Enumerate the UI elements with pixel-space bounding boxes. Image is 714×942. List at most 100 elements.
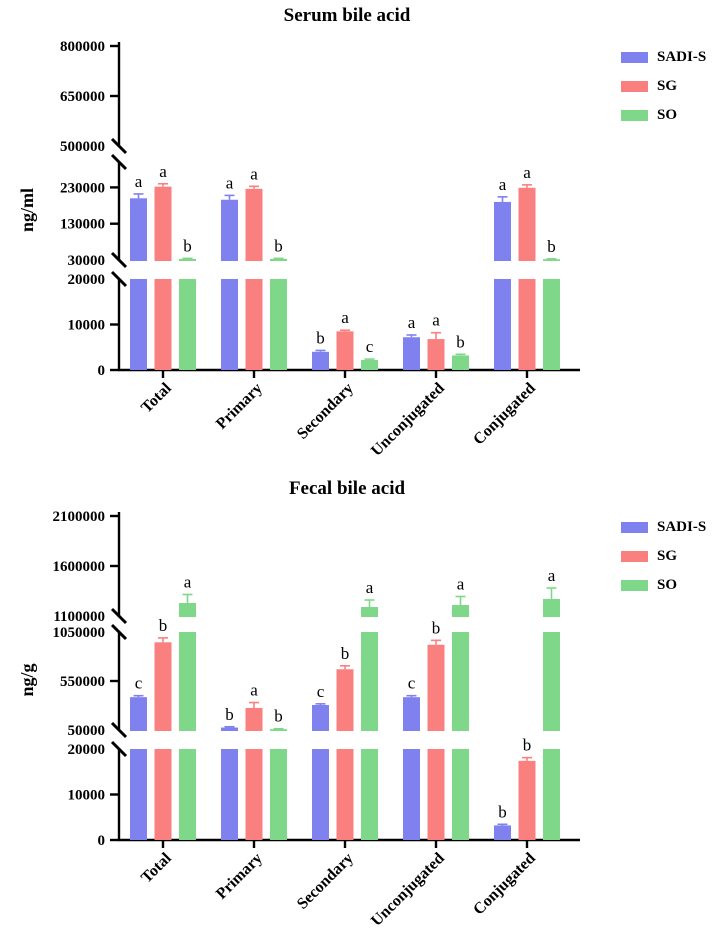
bar-SO-Unconjugated [452, 749, 469, 840]
bar-SADI-S-Unconjugated [403, 697, 420, 731]
bar-SADI-S-Unconjugated [403, 337, 420, 370]
bar-SADI-S-Total [130, 749, 147, 840]
significance-letter: a [341, 308, 349, 327]
axis-break-slash [110, 270, 128, 288]
bar-SO-Conjugated [543, 632, 560, 731]
bar-SADI-S-Primary [221, 199, 238, 261]
legend-label-so: SO [657, 107, 678, 123]
significance-letter: b [159, 616, 168, 635]
legend-item-sg: SG [621, 79, 706, 94]
x-category-label: Conjugated [470, 850, 539, 919]
significance-letter: a [366, 578, 374, 597]
bar-SADI-S-Secondary [312, 351, 329, 370]
significance-letter: b [274, 236, 283, 255]
y-tick-label: 2100000 [53, 509, 106, 525]
significance-letter: b [341, 644, 350, 663]
legend-item-sadi-s: SADI-S [621, 49, 707, 65]
bar-SG-Secondary [336, 331, 354, 370]
bar-SG-Total [154, 642, 172, 731]
serum-bile-acid-chart: Serum bile acid ng/ml 800000 650000 500000… [0, 0, 714, 470]
legend-label-sadi-s: SADI-S [657, 49, 707, 65]
significance-letter: a [159, 162, 167, 181]
bar-SADI-S-Primary [221, 749, 238, 840]
bar-SO-Primary [270, 279, 287, 370]
x-category-label: Unconjugated [368, 850, 448, 930]
significance-letter: a [432, 311, 440, 330]
bar-SG-Conjugated [518, 760, 536, 840]
fecal-bile-acid-chart: Fecal bile acid ng/g 2100000 1600000 11000… [0, 470, 714, 942]
significance-letter: c [408, 674, 416, 693]
y-tick-label: 10000 [68, 318, 106, 334]
significance-letter: c [366, 337, 374, 356]
significance-letter: a [523, 163, 531, 182]
significance-letter: c [135, 674, 143, 693]
bar-SO-Total [179, 749, 196, 840]
x-category-label: Secondary [294, 380, 357, 443]
y-tick-label: 20000 [68, 742, 106, 758]
significance-letter: b [547, 237, 556, 256]
bar-SG-Total [154, 186, 172, 261]
legend-item-so: SO [621, 107, 706, 123]
legend-swatch-sadi-s [621, 522, 648, 533]
y-tick-label: 50000 [68, 723, 106, 739]
bar-SO-Secondary [361, 359, 378, 370]
bar-SADI-S-Secondary [312, 705, 329, 731]
legend-item-sg: SG [621, 548, 706, 564]
legend-item-sadi-s: SADI-S [621, 519, 707, 535]
significance-letter: a [548, 566, 556, 585]
y-tick-label: 800000 [60, 39, 105, 55]
bar-SO-Primary [270, 749, 287, 840]
bar-SO-Total [179, 279, 196, 370]
bar-SADI-S-Total [130, 279, 147, 370]
legend-item-so: SO [621, 578, 706, 593]
y-tick-label: 1100000 [53, 609, 105, 625]
significance-letter: a [184, 573, 192, 592]
bar-SG-Secondary [336, 669, 354, 731]
bar-SADI-S-Total [130, 198, 147, 261]
bar-SADI-S-Primary [221, 279, 238, 370]
axis-break-slash [110, 153, 128, 171]
axis-break-slash [110, 721, 128, 739]
y-tick-label: 30000 [68, 253, 106, 269]
y-tick-label: 20000 [68, 272, 106, 288]
bar-SO-Conjugated [543, 259, 560, 261]
bar-SG-Primary [245, 749, 263, 840]
legend-swatch-sg [621, 81, 648, 92]
y-tick-label: 550000 [60, 674, 105, 690]
y-tick-label: 230000 [60, 180, 105, 196]
legend-label-sg: SG [657, 548, 678, 564]
significance-letter: b [432, 618, 441, 637]
significance-letter: b [225, 705, 234, 724]
bar-SO-Conjugated [543, 749, 560, 840]
significance-letter: b [183, 236, 192, 255]
chart-title: Serum bile acid [283, 5, 411, 26]
bar-SG-Secondary [336, 749, 354, 840]
legend-swatch-sadi-s [621, 52, 648, 63]
significance-letter: a [250, 681, 258, 700]
legend-label-sadi-s: SADI-S [657, 519, 707, 535]
y-tick-label: 0 [98, 833, 106, 849]
bar-SO-Secondary [361, 607, 378, 617]
bar-SG-Unconjugated [427, 339, 445, 370]
axis-break-slash [110, 137, 128, 155]
significance-letter: a [135, 172, 143, 191]
significance-letter: a [226, 173, 234, 192]
y-tick-label: 650000 [60, 89, 105, 105]
bar-SO-Secondary [361, 749, 378, 840]
x-category-label: Secondary [294, 850, 357, 913]
bar-SG-Conjugated [518, 187, 536, 261]
x-category-label: Unconjugated [368, 380, 448, 460]
bar-SO-Total [179, 632, 196, 731]
x-category-label: Total [138, 849, 175, 886]
serum-plot-area: 800000 650000 500000 230000 130000 30000 20000… [60, 39, 580, 460]
bar-SO-Primary [270, 729, 287, 731]
legend-swatch-so [621, 580, 648, 591]
legend: SADI-S SG SO [621, 49, 707, 138]
bar-SO-Total [179, 603, 196, 617]
bar-SG-Total [154, 279, 172, 370]
significance-letter: a [250, 164, 258, 183]
significance-letter: a [457, 575, 465, 594]
chart-title: Fecal bile acid [288, 478, 406, 499]
x-category-label: Conjugated [470, 380, 539, 449]
